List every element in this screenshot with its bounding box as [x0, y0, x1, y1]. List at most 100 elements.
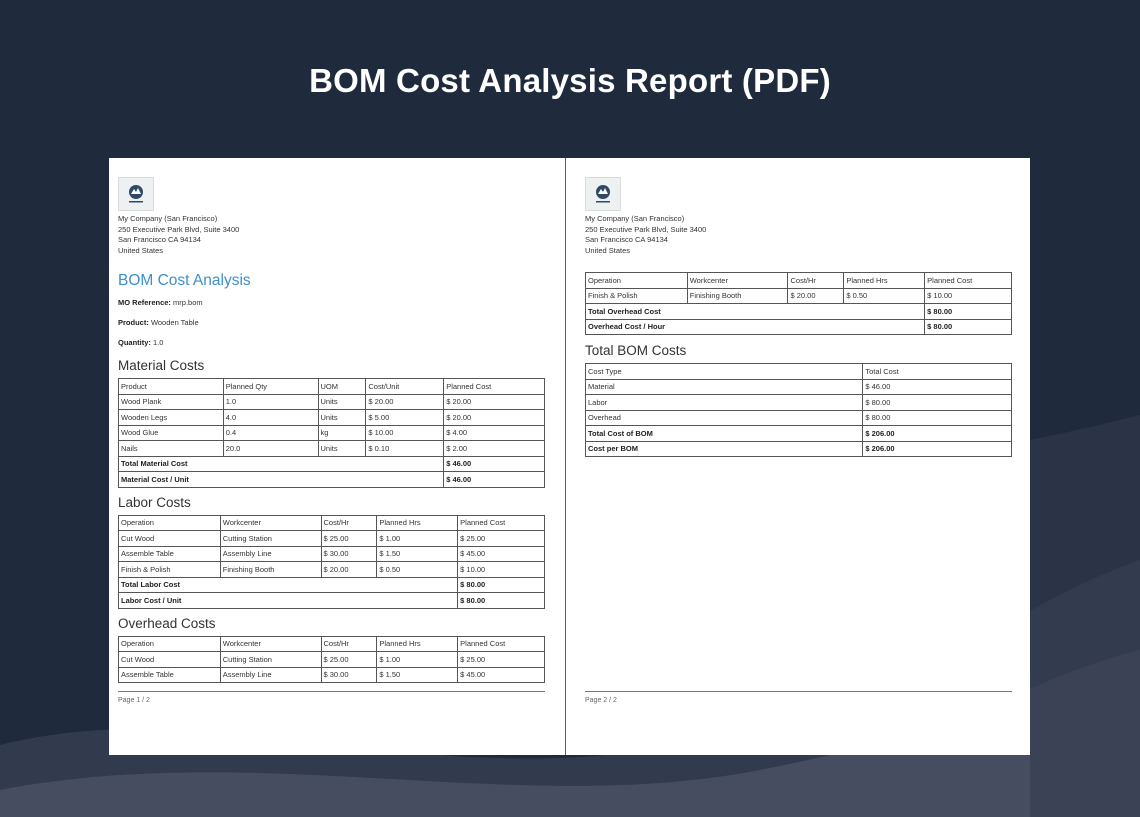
page-divider — [565, 158, 576, 755]
product-info: Product: Wooden Table — [118, 318, 556, 327]
table-total-row: Labor Cost / Unit $ 80.00 — [117, 592, 545, 609]
table-row: Wood Glue 0.4 kg $ 10.00 $ 4.00 — [118, 424, 545, 441]
total-label: Material Cost / Unit — [117, 471, 445, 488]
table-cell: $ 0.50 — [843, 287, 926, 304]
report-title: BOM Cost Analysis — [118, 272, 251, 289]
banner-title: BOM Cost Analysis Report (PDF) — [309, 62, 831, 99]
total-bom-costs-table: Cost Type Total Cost Material $ 46.00 Labor $… — [584, 363, 1012, 457]
table-header-cell: Cost/Unit — [365, 378, 445, 395]
table-cell: $ 25.00 — [320, 651, 378, 668]
table-cell: Wood Glue — [118, 424, 224, 441]
table-cell: $ 25.00 — [320, 530, 378, 547]
table-cell: Units — [317, 409, 367, 426]
company-address: My Company (San Francisco) 250 Executive… — [118, 214, 556, 256]
table-header-row: Operation Workcenter Cost/Hr Planned Hrs Pla… — [118, 514, 545, 531]
table-cell: Cutting Station — [219, 530, 322, 547]
total-bom-costs-title: Total BOM Costs — [585, 343, 687, 358]
company-street: 250 Executive Park Blvd, Suite 3400 — [118, 224, 240, 234]
product-value: Wooden Table — [150, 318, 199, 327]
table-total-row: Total Overhead Cost $ 80.00 — [584, 303, 1012, 320]
mo-reference: MO Reference: mrp.bom — [118, 298, 556, 307]
table-cell: 4.0 — [222, 409, 319, 426]
table-cell: Assembly Line — [219, 545, 322, 562]
table-cell: $ 1.50 — [376, 666, 459, 683]
table-cell: $ 2.00 — [443, 440, 545, 457]
table-cell: Material — [584, 378, 864, 395]
table-cell: $ 10.00 — [457, 561, 545, 578]
table-header-cell: Cost/Hr — [320, 635, 378, 652]
table-cell: kg — [317, 424, 367, 441]
table-cell: Wooden Legs — [118, 409, 224, 426]
quantity-info: Quantity: 1.0 — [118, 338, 556, 347]
table-header-cell: Cost/Hr — [320, 514, 378, 531]
table-cell: Assembly Line — [219, 666, 322, 683]
table-row: Labor $ 80.00 — [584, 394, 1012, 411]
quantity-value: 1.0 — [153, 338, 164, 347]
table-header-cell: Total Cost — [862, 363, 1012, 380]
table-cell: $ 45.00 — [457, 666, 545, 683]
table-row: Cut Wood Cutting Station $ 25.00 $ 1.00 $ 25… — [118, 530, 545, 547]
total-value: $ 80.00 — [457, 576, 545, 593]
table-row: Cut Wood Cutting Station $ 25.00 $ 1.00 $ 25… — [118, 651, 545, 668]
report-page-2: My Company (San Francisco) 250 Executive… — [576, 158, 1030, 755]
table-total-row: Material Cost / Unit $ 46.00 — [117, 471, 545, 488]
total-value: $ 46.00 — [443, 471, 545, 488]
mo-reference-value: mrp.bom — [173, 298, 203, 307]
table-total-row: Cost per BOM $ 206.00 — [584, 440, 1012, 457]
table-header-cell: Operation — [585, 272, 688, 289]
company-street: 250 Executive Park Blvd, Suite 3400 — [585, 224, 707, 234]
table-row: Finish & Polish Finishing Booth $ 20.00 $ 0… — [118, 561, 545, 578]
table-row: Wooden Legs 4.0 Units $ 5.00 $ 20.00 — [118, 409, 545, 426]
table-cell: $ 20.00 — [365, 393, 445, 410]
company-logo-icon — [118, 177, 154, 211]
table-cell: $ 5.00 — [365, 409, 445, 426]
table-total-row: Total Material Cost $ 46.00 — [117, 455, 545, 472]
table-cell: $ 45.00 — [457, 545, 545, 562]
total-value: $ 206.00 — [862, 440, 1012, 457]
table-cell: $ 0.50 — [376, 561, 459, 578]
table-row: Nails 20.0 Units $ 0.10 $ 2.00 — [118, 440, 545, 457]
table-header-cell: Planned Cost — [457, 514, 545, 531]
table-header-cell: Workcenter — [219, 635, 322, 652]
total-label: Total Overhead Cost — [584, 303, 926, 320]
table-row: Material $ 46.00 — [584, 378, 1012, 395]
table-cell: Finishing Booth — [686, 287, 789, 304]
table-cell: 20.0 — [222, 440, 319, 457]
table-cell: Cutting Station — [219, 651, 322, 668]
mo-reference-label: MO Reference: — [118, 298, 171, 307]
table-cell: Cut Wood — [118, 530, 221, 547]
overhead-costs-table-continued: Operation Workcenter Cost/Hr Planned Hrs Pla… — [584, 272, 1012, 335]
company-name: My Company (San Francisco) — [585, 214, 685, 223]
company-city: San Francisco CA 94134 — [585, 235, 668, 244]
table-cell: $ 1.00 — [376, 651, 459, 668]
table-row: Assemble Table Assembly Line $ 30.00 $ 1.50… — [118, 666, 545, 683]
total-value: $ 206.00 — [862, 425, 1012, 442]
table-cell: $ 1.00 — [376, 530, 459, 547]
table-row: Wood Plank 1.0 Units $ 20.00 $ 20.00 — [118, 393, 545, 410]
table-header-row: Product Planned Qty UOM Cost/Unit Planned Co… — [118, 378, 545, 395]
table-cell: $ 10.00 — [924, 287, 1012, 304]
table-header-cell: Planned Hrs — [376, 635, 459, 652]
table-header-cell: Planned Cost — [443, 378, 545, 395]
table-cell: $ 30.00 — [320, 545, 378, 562]
table-cell: 1.0 — [222, 393, 319, 410]
table-cell: $ 30.00 — [320, 666, 378, 683]
table-total-row: Total Labor Cost $ 80.00 — [117, 576, 545, 593]
table-cell: Units — [317, 393, 367, 410]
company-logo-icon — [585, 177, 621, 211]
table-cell: $ 10.00 — [365, 424, 445, 441]
table-header-cell: Operation — [118, 514, 221, 531]
overhead-costs-title: Overhead Costs — [118, 615, 216, 631]
table-header-cell: Planned Hrs — [843, 272, 926, 289]
total-label: Overhead Cost / Hour — [584, 318, 926, 335]
table-cell: Nails — [118, 440, 224, 457]
table-header-cell: Product — [118, 378, 224, 395]
table-cell: Cut Wood — [118, 651, 221, 668]
table-cell: $ 4.00 — [443, 424, 545, 441]
material-costs-title: Material Costs — [118, 358, 205, 373]
table-header-cell: Operation — [118, 635, 221, 652]
table-header-row: Operation Workcenter Cost/Hr Planned Hrs Pla… — [118, 635, 545, 652]
table-cell: $ 20.00 — [443, 409, 545, 426]
table-cell: $ 20.00 — [443, 393, 545, 410]
table-row: Assemble Table Assembly Line $ 30.00 $ 1.50… — [118, 545, 545, 562]
